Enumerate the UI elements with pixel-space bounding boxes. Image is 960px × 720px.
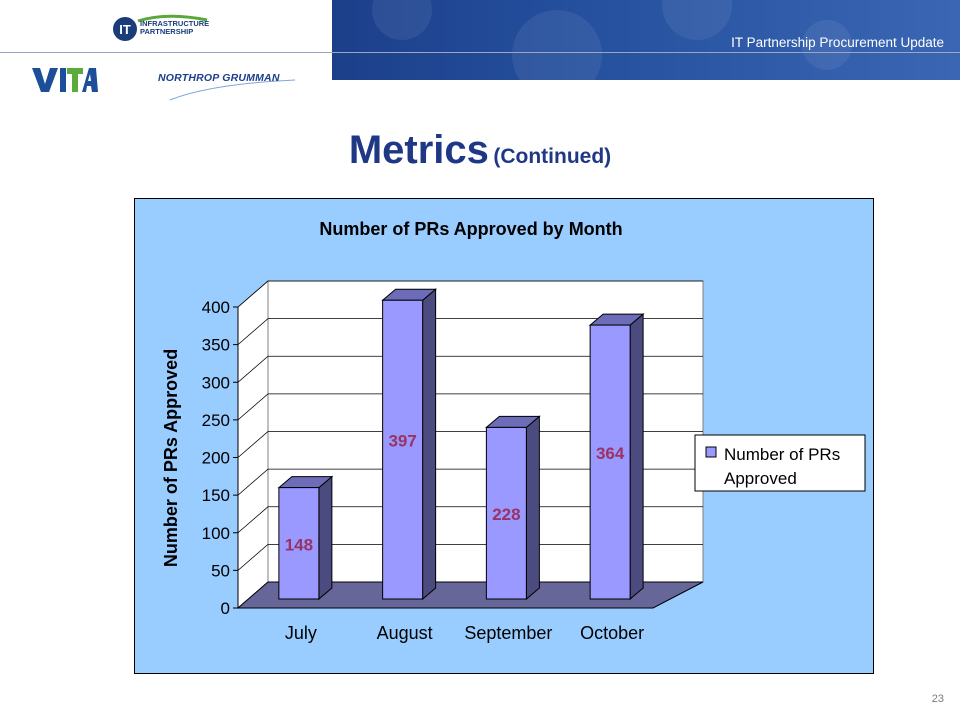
y-tick-label: 0 — [221, 599, 230, 618]
chart-area: Number of PRs Approved by Month Number o… — [134, 198, 874, 674]
data-label: 148 — [285, 535, 313, 554]
legend: Number of PRs Approved — [694, 434, 866, 492]
page-title: Metrics (Continued) — [0, 128, 960, 173]
x-tick-label: October — [580, 623, 644, 643]
header-banner: IT Partnership Procurement Update — [332, 0, 960, 80]
gridline — [237, 543, 703, 571]
bar-side — [422, 288, 437, 601]
data-label: 228 — [492, 505, 520, 524]
gridline — [237, 431, 703, 458]
northrop-grumman-logo: NORTHROP GRUMMAN — [158, 72, 280, 84]
y-tick-label: 350 — [202, 336, 230, 355]
gridline — [237, 318, 703, 345]
bar — [278, 487, 320, 600]
data-label: 397 — [388, 432, 416, 451]
page-number: 23 — [931, 693, 944, 705]
bar-side — [525, 415, 540, 601]
gridline — [237, 280, 703, 308]
bar-chart: Number of PRs Approved by Month Number o… — [161, 219, 866, 643]
legend-box — [694, 434, 866, 492]
y-tick-label: 250 — [202, 411, 230, 430]
legend-label-line2: Approved — [724, 469, 797, 488]
y-tick-label: 400 — [202, 298, 230, 317]
legend-swatch — [705, 446, 717, 458]
chart-title: Number of PRs Approved by Month — [319, 219, 622, 239]
y-tick-label: 200 — [202, 449, 230, 468]
bar — [382, 299, 424, 600]
gridline — [237, 468, 703, 496]
bar — [485, 426, 527, 600]
page-title-sub: (Continued) — [493, 145, 612, 168]
itp-line1: INFRASTRUCTURE — [140, 19, 210, 28]
y-axis-label: Number of PRs Approved — [161, 349, 181, 567]
header-divider — [0, 52, 960, 53]
procurement-update-title: IT Partnership Procurement Update — [731, 35, 944, 50]
northrop-grumman-swoosh — [169, 79, 296, 101]
x-tick-label: July — [285, 623, 317, 643]
y-tick-label: 150 — [202, 486, 230, 505]
bar-side — [318, 475, 333, 601]
it-partnership-wordmark: INFRASTRUCTURE PARTNERSHIP — [140, 20, 209, 36]
gridline — [237, 393, 703, 421]
y-tick-label: 300 — [202, 373, 230, 392]
gridline — [237, 355, 703, 383]
data-label: 364 — [596, 444, 625, 463]
bar — [589, 324, 631, 600]
legend-label-line1: Number of PRs — [724, 445, 840, 464]
vita-logo — [32, 68, 98, 92]
it-partnership-logo: IT — [113, 14, 208, 41]
page-title-main: Metrics — [348, 128, 489, 172]
chart-floor — [236, 581, 704, 609]
bar-side — [629, 313, 644, 601]
itp-line2: PARTNERSHIP — [140, 27, 194, 36]
x-tick-label: September — [464, 623, 552, 643]
gridline — [237, 506, 703, 534]
x-tick-label: August — [377, 623, 433, 643]
y-tick-label: 50 — [211, 561, 230, 580]
plot-area: 0 50 100 150 200 250 300 350 400 148 July 397 August… — [202, 279, 704, 643]
y-tick-label: 100 — [202, 524, 230, 543]
svg-text:IT: IT — [119, 22, 131, 37]
